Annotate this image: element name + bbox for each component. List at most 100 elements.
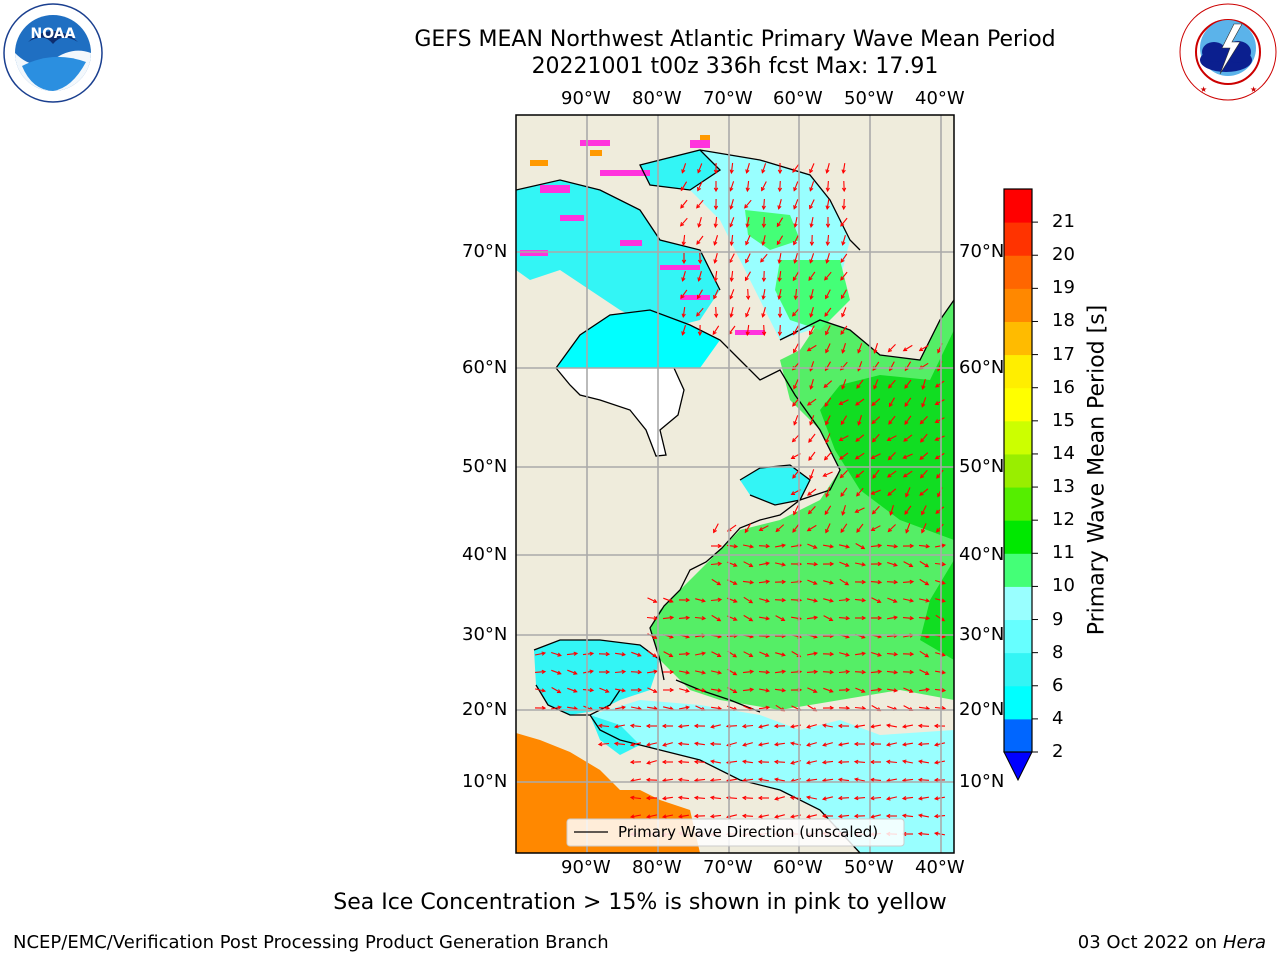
ocean-green-region — [745, 210, 800, 250]
wave-arrow — [729, 289, 735, 299]
star-icon: ★ — [1250, 85, 1257, 94]
wave-arrow-head — [933, 723, 939, 729]
wave-arrow — [778, 271, 782, 281]
wave-arrow — [936, 469, 944, 479]
wave-arrow-head — [793, 259, 798, 264]
wave-arrow-head — [557, 670, 562, 675]
wave-arrow-head — [904, 420, 909, 426]
colorbar — [1003, 188, 1038, 782]
wave-arrow — [903, 687, 913, 693]
wave-arrow — [922, 379, 926, 389]
wave-arrow-head — [775, 527, 780, 533]
wave-arrow-head — [837, 777, 843, 782]
colorbar-swatch — [1004, 453, 1032, 488]
sea-ice-caption: Sea Ice Concentration > 15% is shown in … — [333, 890, 947, 915]
lon-tick-bottom: 80°W — [632, 857, 682, 878]
wave-arrow — [758, 671, 770, 673]
wave-arrow-head — [837, 742, 843, 747]
wave-arrow-head — [809, 204, 813, 210]
wave-arrow — [598, 742, 610, 746]
wave-arrow-head — [885, 723, 891, 728]
wave-arrow-head — [877, 652, 882, 657]
wave-arrow-head — [941, 652, 946, 657]
wave-arrow — [887, 597, 897, 603]
wave-arrow-head — [793, 223, 798, 229]
wave-arrow-head — [845, 687, 851, 693]
wave-arrow-head — [828, 617, 834, 621]
wave-arrow — [857, 415, 863, 425]
wave-arrow — [663, 796, 673, 800]
wave-arrow-head — [888, 420, 893, 425]
wave-arrow-head — [885, 796, 891, 801]
wave-arrow — [681, 325, 687, 335]
wave-arrow — [698, 271, 702, 281]
wave-arrow — [694, 797, 706, 799]
wave-arrow-head — [716, 653, 722, 657]
wave-arrow — [919, 669, 929, 675]
wave-arrow — [825, 289, 831, 299]
wave-arrow-head — [813, 562, 819, 567]
wave-arrow-head — [889, 511, 894, 516]
wave-arrow-head — [697, 277, 702, 282]
wave-arrow — [854, 562, 866, 566]
wave-arrow — [822, 671, 834, 673]
wave-arrow — [871, 416, 881, 424]
wave-arrow — [934, 562, 946, 566]
wave-arrow — [855, 724, 865, 728]
wave-arrow — [823, 544, 833, 548]
wave-arrow — [809, 469, 815, 479]
wave-arrow — [759, 651, 769, 657]
wave-arrow — [870, 544, 882, 548]
wave-arrow-head — [934, 383, 940, 388]
wave-arrow-head — [841, 385, 846, 390]
wave-arrow — [743, 614, 753, 622]
wave-arrow-head — [902, 454, 907, 459]
wave-arrow-head — [697, 186, 702, 192]
wave-arrow-head — [870, 455, 876, 459]
wave-arrow-head — [709, 741, 715, 747]
wave-arrow-head — [629, 759, 635, 765]
wave-arrow — [792, 163, 800, 173]
wave-arrow-head — [806, 401, 812, 406]
wave-arrow — [902, 796, 914, 800]
wave-arrow — [663, 597, 673, 603]
wave-arrow-head — [837, 795, 843, 801]
wave-arrow-head — [745, 241, 750, 246]
wave-arrow — [792, 523, 800, 533]
wave-arrow — [854, 671, 866, 673]
wave-arrow-head — [856, 384, 861, 389]
wave-arrow — [843, 198, 845, 210]
wave-arrow-head — [808, 456, 813, 461]
wave-arrow-head — [806, 527, 812, 532]
wave-arrow-head — [809, 295, 814, 301]
wave-arrow-head — [853, 777, 859, 782]
wave-arrow-head — [713, 169, 719, 175]
wave-arrow-head — [933, 742, 939, 747]
lat-tick-left: 60°N — [462, 357, 508, 378]
wave-arrow-head — [573, 688, 578, 693]
wave-arrow-head — [824, 276, 829, 281]
wave-arrow-head — [729, 277, 734, 283]
wave-arrow-head — [541, 705, 547, 711]
wave-arrow-head — [893, 652, 899, 657]
wave-arrow — [825, 361, 831, 371]
wave-arrow-head — [853, 796, 859, 801]
wave-arrow-head — [662, 742, 667, 747]
wave-arrow-head — [729, 205, 734, 210]
wave-arrow-head — [765, 616, 771, 621]
wave-arrow-head — [917, 741, 923, 747]
wave-arrow — [775, 778, 785, 782]
wave-arrow — [567, 687, 577, 693]
wave-arrow-head — [745, 169, 750, 174]
wave-arrow — [582, 652, 594, 656]
wave-arrow — [678, 670, 690, 674]
wave-arrow-head — [669, 598, 674, 603]
colorbar-label: Primary Wave Mean Period [s] — [1084, 304, 1110, 636]
wave-arrow — [871, 525, 881, 531]
wave-arrow — [887, 616, 897, 620]
wave-arrow-head — [876, 599, 882, 603]
wave-arrow-head — [793, 240, 798, 246]
wave-arrow — [822, 796, 834, 800]
wave-arrow-head — [825, 439, 830, 444]
wave-arrow-head — [805, 814, 811, 819]
